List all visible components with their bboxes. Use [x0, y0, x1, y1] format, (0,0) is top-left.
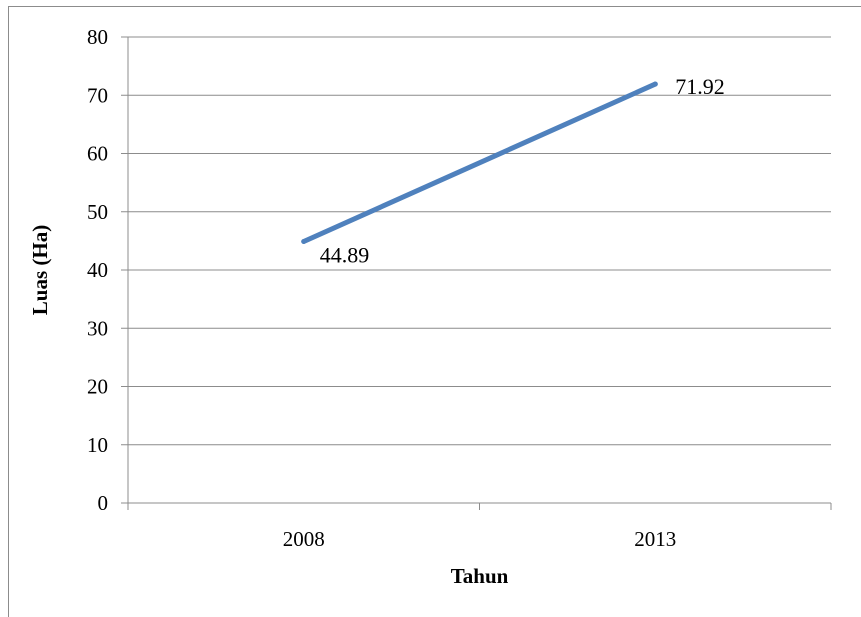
y-axis: 0 10 20 30 40 50 60 70 80 — [87, 25, 129, 515]
x-tick-label: 2013 — [634, 527, 676, 551]
x-axis-title: Tahun — [451, 564, 509, 588]
y-tick-label: 70 — [87, 83, 108, 107]
y-tick-label: 20 — [87, 375, 108, 399]
series-group — [301, 81, 658, 245]
data-labels: 44.89 71.92 — [320, 74, 725, 267]
y-tick-label: 10 — [87, 433, 108, 457]
y-tick-label: 30 — [87, 316, 108, 340]
y-tick-label: 60 — [87, 142, 108, 166]
y-tick-label: 50 — [87, 200, 108, 224]
y-axis-title: Luas (Ha) — [28, 225, 52, 315]
series-line — [301, 81, 658, 245]
x-axis: 2008 2013 — [127, 502, 832, 551]
x-tick-label: 2008 — [283, 527, 325, 551]
data-point-2013 — [652, 81, 658, 87]
y-tick-label: 0 — [98, 491, 109, 515]
data-label-2013: 71.92 — [675, 74, 725, 99]
y-tick-label: 80 — [87, 25, 108, 49]
gridlines — [128, 36, 831, 446]
data-point-2008 — [301, 239, 307, 245]
y-tick-label: 40 — [87, 258, 108, 282]
data-label-2008: 44.89 — [320, 243, 370, 268]
chart-frame — [8, 6, 861, 617]
